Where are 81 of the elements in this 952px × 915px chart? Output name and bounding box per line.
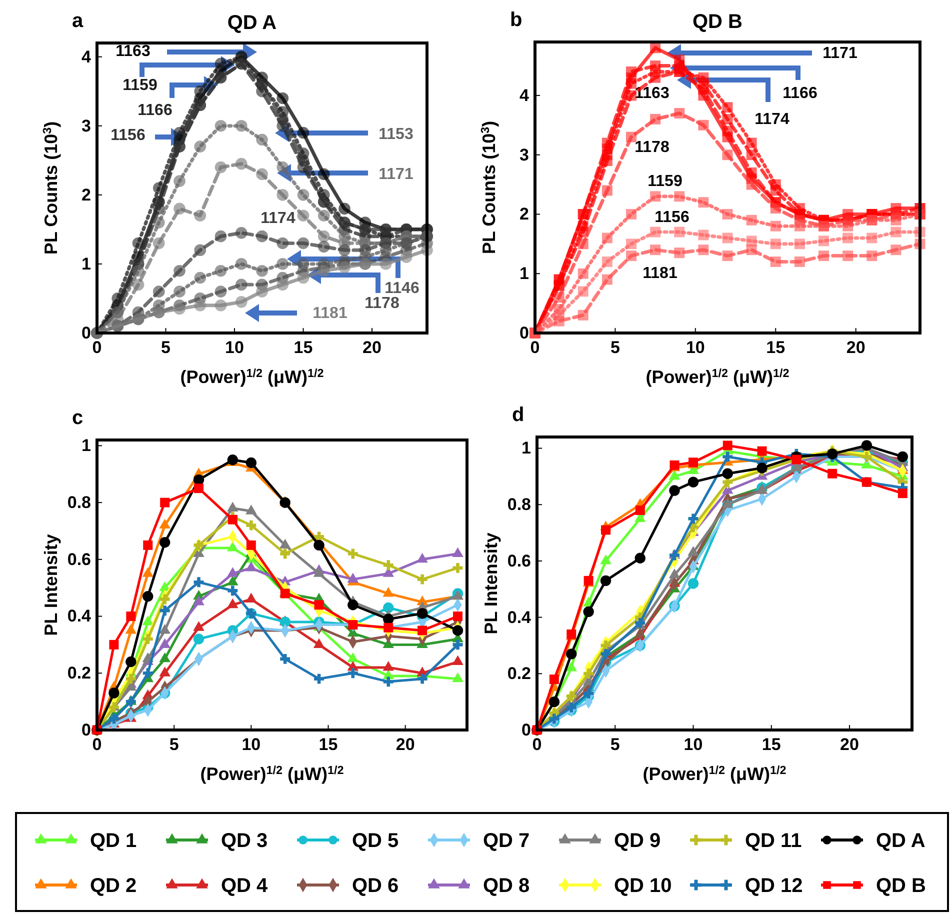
x-tick-label: 20 (396, 735, 415, 754)
x-tick-label: 15 (762, 735, 781, 754)
text: 1163 (116, 43, 150, 60)
x-tick-label: 20 (362, 338, 382, 358)
y-tick-label: 0 (520, 323, 529, 342)
y-tick-label: 3 (520, 145, 529, 164)
y-tick-label: 3 (82, 116, 91, 136)
series-label: 1156 (654, 209, 690, 226)
x-axis-title: (Power)$^{1/2}$ (μW)$^{1/2}$ (200, 764, 344, 784)
text: 1166 (782, 85, 818, 102)
legend-label: QD 10 (614, 875, 672, 897)
y-tick-label: 0.8 (507, 495, 531, 514)
legend-label: QD 11 (745, 830, 802, 852)
y-tick-label: 1 (82, 254, 91, 274)
legend-label: QD B (876, 875, 926, 897)
series-label: 1181 (312, 305, 348, 322)
legend-label: QD 4 (221, 875, 269, 897)
y-axis-title: PL Intensity (41, 534, 61, 636)
legend-label: QD A (876, 830, 926, 852)
series-label: 1178 (634, 139, 670, 156)
text: b (510, 9, 522, 31)
y-tick-label: 1 (522, 438, 531, 458)
x-axis-title: (Power)$^{1/2}$ (μW)$^{1/2}$ (642, 764, 787, 784)
x-tick-label: 15 (318, 735, 338, 754)
y-axis-title: PL Intensity (481, 532, 501, 634)
text: a (72, 10, 84, 32)
series-label: 1181 (642, 265, 678, 282)
legend-label: QD 12 (745, 875, 803, 897)
x-tick-label: 5 (610, 735, 620, 754)
series-label: 1174 (260, 210, 296, 227)
series-label: 1146 (384, 280, 420, 297)
series-label: 1178 (364, 295, 400, 312)
y-tick-label: 0.4 (507, 608, 532, 627)
y-tick-label: 0.6 (507, 551, 531, 570)
legend-label: QD 6 (352, 875, 399, 897)
x-tick-label: 20 (840, 735, 859, 754)
y-tick-label: 0 (522, 720, 531, 740)
x-tick-label: 15 (766, 338, 786, 358)
y-tick-label: 0.4 (67, 606, 92, 626)
text: c (72, 407, 84, 429)
series-label: 1166 (138, 102, 172, 119)
x-tick-label: 20 (846, 338, 866, 358)
y-tick-label: 4 (520, 86, 530, 105)
legend-label: QD 3 (221, 830, 268, 852)
text: 1171 (378, 166, 414, 183)
series-label: 1156 (110, 127, 146, 144)
legend-label: QD 1 (90, 830, 137, 852)
text: 1171 (822, 45, 858, 62)
x-tick-label: 5 (169, 735, 179, 754)
y-tick-label: 4 (82, 47, 92, 66)
x-axis-title: (Power)$^{1/2}$ (μW)$^{1/2}$ (646, 366, 790, 387)
x-tick-label: 5 (610, 338, 620, 358)
y-tick-label: 1 (520, 264, 529, 284)
legend-label: QD 7 (483, 830, 530, 852)
series-label: 1174 (754, 111, 790, 128)
chart-title: QD B (692, 11, 742, 33)
text: 1153 (378, 126, 414, 143)
legend-label: QD 5 (352, 830, 399, 852)
y-tick-label: 0.6 (67, 550, 91, 569)
x-tick-label: 15 (294, 338, 313, 358)
legend-label: QD 8 (483, 875, 530, 897)
chart-title: QD A (227, 12, 277, 34)
x-tick-label: 5 (161, 338, 170, 358)
y-tick-label: 0 (82, 323, 91, 342)
x-tick-label: 10 (225, 338, 244, 358)
x-tick-label: 10 (686, 338, 705, 358)
x-tick-label: 10 (242, 735, 261, 754)
y-tick-label: 0.2 (67, 664, 91, 683)
series-label: 1159 (648, 173, 682, 190)
y-tick-label: 2 (82, 185, 91, 204)
x-axis-title: (Power)$^{1/2}$ (μW)$^{1/2}$ (180, 366, 324, 387)
legend-label: QD 9 (614, 830, 661, 852)
y-tick-label: 0.2 (507, 664, 531, 684)
text: 1159 (122, 77, 158, 94)
y-tick-label: 2 (520, 204, 529, 224)
legend-label: QD 2 (90, 875, 137, 897)
y-tick-label: 0.8 (67, 492, 91, 512)
x-tick-label: 10 (684, 735, 703, 754)
y-tick-label: 1 (82, 436, 91, 456)
text: d (512, 404, 524, 426)
y-tick-label: 0 (82, 720, 91, 740)
